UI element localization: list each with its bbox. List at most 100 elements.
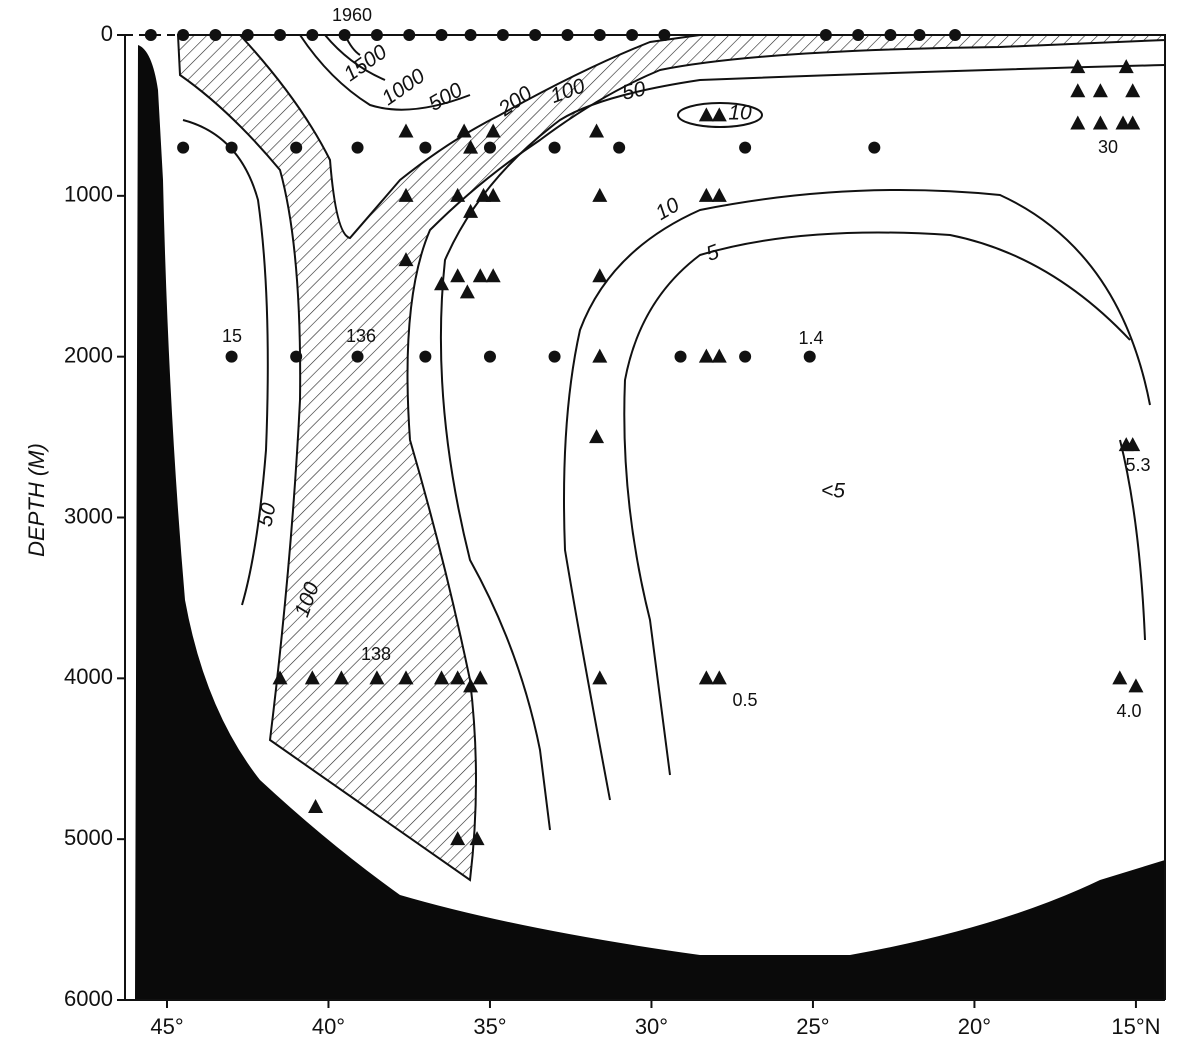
station-circle bbox=[674, 350, 687, 363]
station-triangle bbox=[398, 187, 414, 202]
station-circle bbox=[739, 141, 752, 154]
contour-500 bbox=[299, 34, 471, 111]
station-circle bbox=[306, 29, 319, 41]
contour-200 bbox=[237, 34, 701, 240]
station-circle bbox=[351, 350, 364, 363]
station-triangle bbox=[1112, 670, 1128, 685]
annotation: 138 bbox=[361, 644, 391, 664]
station-circle bbox=[548, 350, 561, 363]
station-triangle bbox=[1125, 115, 1141, 130]
y-tick-label: 6000 bbox=[64, 986, 113, 1011]
station-circle bbox=[419, 141, 432, 154]
station-circle bbox=[913, 29, 926, 41]
station-triangle bbox=[589, 123, 605, 138]
station-triangle bbox=[1070, 83, 1086, 98]
station-triangle bbox=[398, 252, 414, 267]
annotation: 30 bbox=[1098, 137, 1118, 157]
station-circle bbox=[290, 141, 303, 154]
station-triangle bbox=[1125, 437, 1141, 452]
station-circle bbox=[351, 141, 364, 154]
station-triangle bbox=[434, 276, 450, 291]
contour-10 bbox=[563, 189, 1151, 801]
station-triangle bbox=[333, 670, 349, 685]
contour-label: 10 bbox=[728, 102, 752, 125]
station-circle bbox=[868, 141, 881, 154]
station-triangle bbox=[711, 187, 727, 202]
station-circle bbox=[548, 141, 561, 154]
station-triangle bbox=[698, 670, 714, 685]
annotation: 4.0 bbox=[1116, 701, 1141, 721]
station-circle bbox=[852, 29, 865, 41]
station-circle bbox=[274, 29, 287, 41]
station-triangle bbox=[1070, 115, 1086, 130]
station-triangle bbox=[472, 268, 488, 283]
contour-label: 50 bbox=[620, 77, 648, 104]
y-tick-label: 4000 bbox=[64, 664, 113, 689]
contour-10-small bbox=[677, 102, 763, 128]
station-triangle bbox=[1128, 678, 1144, 693]
station-triangle bbox=[434, 670, 450, 685]
station-triangle bbox=[1118, 59, 1134, 74]
annotation: 0.5 bbox=[732, 690, 757, 710]
station-triangle bbox=[398, 123, 414, 138]
contour-5 bbox=[623, 231, 1146, 776]
station-triangle bbox=[450, 268, 466, 283]
station-circle bbox=[529, 29, 542, 41]
annotation: 15 bbox=[222, 326, 242, 346]
station-circle bbox=[613, 141, 626, 154]
contour-50-left bbox=[182, 119, 269, 606]
station-triangle bbox=[711, 107, 727, 122]
station-circle bbox=[483, 350, 496, 363]
station-circle bbox=[370, 29, 383, 41]
station-triangle bbox=[1092, 115, 1108, 130]
station-triangle bbox=[698, 348, 714, 363]
contour-label: 5 bbox=[703, 240, 722, 266]
x-tick-label: 20° bbox=[958, 1014, 991, 1039]
station-triangle bbox=[450, 187, 466, 202]
station-triangle bbox=[398, 670, 414, 685]
station-triangle bbox=[485, 268, 501, 283]
station-triangle bbox=[589, 429, 605, 444]
y-tick-label: 3000 bbox=[64, 503, 113, 528]
station-triangle bbox=[698, 107, 714, 122]
station-triangle bbox=[711, 670, 727, 685]
station-triangle bbox=[469, 831, 485, 846]
station-triangle bbox=[369, 670, 385, 685]
station-circle bbox=[561, 29, 574, 41]
contour-label: <5 bbox=[821, 480, 845, 503]
station-circle bbox=[819, 29, 832, 41]
station-circle bbox=[464, 29, 477, 41]
x-tick-label: 35° bbox=[473, 1014, 506, 1039]
station-circle bbox=[403, 29, 416, 41]
y-tick-label: 5000 bbox=[64, 825, 113, 850]
annotation: 1960 bbox=[332, 5, 372, 25]
station-triangle bbox=[476, 187, 492, 202]
station-circle bbox=[177, 141, 190, 154]
station-triangle bbox=[463, 678, 479, 693]
station-triangle bbox=[592, 187, 608, 202]
station-triangle bbox=[1115, 115, 1131, 130]
station-circle bbox=[209, 29, 222, 41]
hatched-region bbox=[176, 34, 1166, 882]
station-circle bbox=[593, 29, 606, 41]
x-tick-label: 45° bbox=[150, 1014, 183, 1039]
station-circle bbox=[225, 141, 238, 154]
annotation: 1.4 bbox=[798, 328, 823, 348]
sea-floor bbox=[135, 45, 1165, 1000]
annotation: 136 bbox=[346, 326, 376, 346]
station-triangle bbox=[463, 203, 479, 218]
station-circle bbox=[419, 350, 432, 363]
y-tick-label: 1000 bbox=[64, 182, 113, 207]
station-triangle bbox=[272, 670, 288, 685]
station-triangle bbox=[463, 139, 479, 154]
station-circle bbox=[483, 141, 496, 154]
station-triangle bbox=[456, 123, 472, 138]
x-tick-label: 25° bbox=[796, 1014, 829, 1039]
station-circle bbox=[241, 29, 254, 41]
station-triangle bbox=[711, 348, 727, 363]
station-circle bbox=[177, 29, 190, 41]
y-tick-label: 2000 bbox=[64, 342, 113, 367]
contour-label: 50 bbox=[253, 501, 280, 529]
annotation: 5.3 bbox=[1125, 455, 1150, 475]
